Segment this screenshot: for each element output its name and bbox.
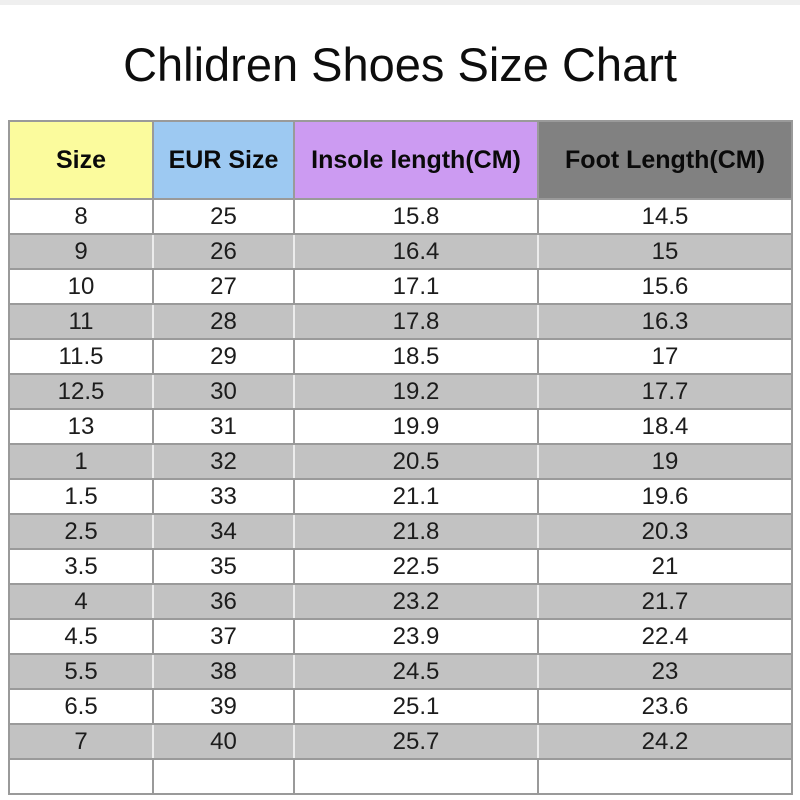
table-cell: 35 [152, 548, 295, 585]
table-cell: 9 [8, 233, 154, 270]
table-cell: 21.8 [293, 513, 539, 550]
table-cell: 11.5 [8, 338, 154, 375]
size-chart-body: 8 25 15.8 14.5 9 26 16.4 15 10 27 17.1 15.6 11 28 17.8… [8, 198, 793, 795]
table-cell: 30 [152, 373, 295, 410]
top-strip [0, 0, 800, 5]
table-cell: 34 [152, 513, 295, 550]
table-cell: 18.5 [293, 338, 539, 375]
table-row: 9 26 16.4 15 [8, 233, 793, 270]
table-cell: 26 [152, 233, 295, 270]
table-cell: 33 [152, 478, 295, 515]
table-cell: 8 [8, 198, 154, 235]
table-cell: 17.1 [293, 268, 539, 305]
table-row: 4 36 23.2 21.7 [8, 583, 793, 620]
column-header-size: Size [8, 120, 154, 200]
table-cell: 19.2 [293, 373, 539, 410]
table-cell: 17 [537, 338, 793, 375]
table-row: 5.5 38 24.5 23 [8, 653, 793, 690]
size-chart-table: Size EUR Size Insole length(CM) Foot Length… [8, 120, 793, 795]
table-cell: 21.7 [537, 583, 793, 620]
table-cell: 38 [152, 653, 295, 690]
table-cell: 29 [152, 338, 295, 375]
table-cell: 23 [537, 653, 793, 690]
table-cell: 1 [8, 443, 154, 480]
table-cell: 19 [537, 443, 793, 480]
page-title: Chlidren Shoes Size Chart [123, 38, 677, 91]
size-chart-header: Size EUR Size Insole length(CM) Foot Length… [8, 120, 793, 200]
table-row: 10 27 17.1 15.6 [8, 268, 793, 305]
table-cell: 12.5 [8, 373, 154, 410]
table-cell: 23.2 [293, 583, 539, 620]
table-cell: 16.3 [537, 303, 793, 340]
table-cell: 24.5 [293, 653, 539, 690]
table-row: 13 31 19.9 18.4 [8, 408, 793, 445]
table-row: 6.5 39 25.1 23.6 [8, 688, 793, 725]
table-cell: 21 [537, 548, 793, 585]
table-cell: 15.6 [537, 268, 793, 305]
table-cell: 40 [152, 723, 295, 760]
table-row: 11.5 29 18.5 17 [8, 338, 793, 375]
table-cell: 15.8 [293, 198, 539, 235]
table-cell: 18.4 [537, 408, 793, 445]
table-cell: 21.1 [293, 478, 539, 515]
table-cell: 20.5 [293, 443, 539, 480]
table-row: 11 28 17.8 16.3 [8, 303, 793, 340]
table-cell: 16.4 [293, 233, 539, 270]
table-cell: 22.4 [537, 618, 793, 655]
table-row: 1.5 33 21.1 19.6 [8, 478, 793, 515]
table-cell: 36 [152, 583, 295, 620]
table-cell: 3.5 [8, 548, 154, 585]
table-cell: 7 [8, 723, 154, 760]
table-row: 1 32 20.5 19 [8, 443, 793, 480]
table-cell: 4.5 [8, 618, 154, 655]
table-cell: 28 [152, 303, 295, 340]
table-cell: 22.5 [293, 548, 539, 585]
table-cell [8, 758, 154, 795]
table-row: 2.5 34 21.8 20.3 [8, 513, 793, 550]
table-row-empty [8, 758, 793, 795]
table-cell: 6.5 [8, 688, 154, 725]
column-header-eur-size: EUR Size [152, 120, 295, 200]
table-cell: 27 [152, 268, 295, 305]
table-cell: 15 [537, 233, 793, 270]
table-cell: 2.5 [8, 513, 154, 550]
table-cell [293, 758, 539, 795]
table-cell: 31 [152, 408, 295, 445]
table-row: 7 40 25.7 24.2 [8, 723, 793, 760]
table-cell [152, 758, 295, 795]
table-cell: 1.5 [8, 478, 154, 515]
table-cell: 25.1 [293, 688, 539, 725]
table-row: 8 25 15.8 14.5 [8, 198, 793, 235]
table-cell: 19.6 [537, 478, 793, 515]
table-cell: 32 [152, 443, 295, 480]
table-cell: 20.3 [537, 513, 793, 550]
column-header-insole-length-cm: Insole length(CM) [293, 120, 539, 200]
table-cell: 23.9 [293, 618, 539, 655]
table-cell: 37 [152, 618, 295, 655]
table-cell: 25.7 [293, 723, 539, 760]
column-header-foot-length-cm: Foot Length(CM) [537, 120, 793, 200]
table-cell: 5.5 [8, 653, 154, 690]
table-cell: 39 [152, 688, 295, 725]
table-cell: 4 [8, 583, 154, 620]
table-row: 3.5 35 22.5 21 [8, 548, 793, 585]
header-row: Size EUR Size Insole length(CM) Foot Length… [8, 120, 793, 200]
table-cell: 19.9 [293, 408, 539, 445]
table-row: 12.5 30 19.2 17.7 [8, 373, 793, 410]
table-cell: 10 [8, 268, 154, 305]
table-cell: 14.5 [537, 198, 793, 235]
table-cell: 11 [8, 303, 154, 340]
table-row: 4.5 37 23.9 22.4 [8, 618, 793, 655]
table-cell: 13 [8, 408, 154, 445]
table-cell: 17.8 [293, 303, 539, 340]
table-cell: 24.2 [537, 723, 793, 760]
table-cell [537, 758, 793, 795]
table-cell: 23.6 [537, 688, 793, 725]
table-cell: 17.7 [537, 373, 793, 410]
table-cell: 25 [152, 198, 295, 235]
